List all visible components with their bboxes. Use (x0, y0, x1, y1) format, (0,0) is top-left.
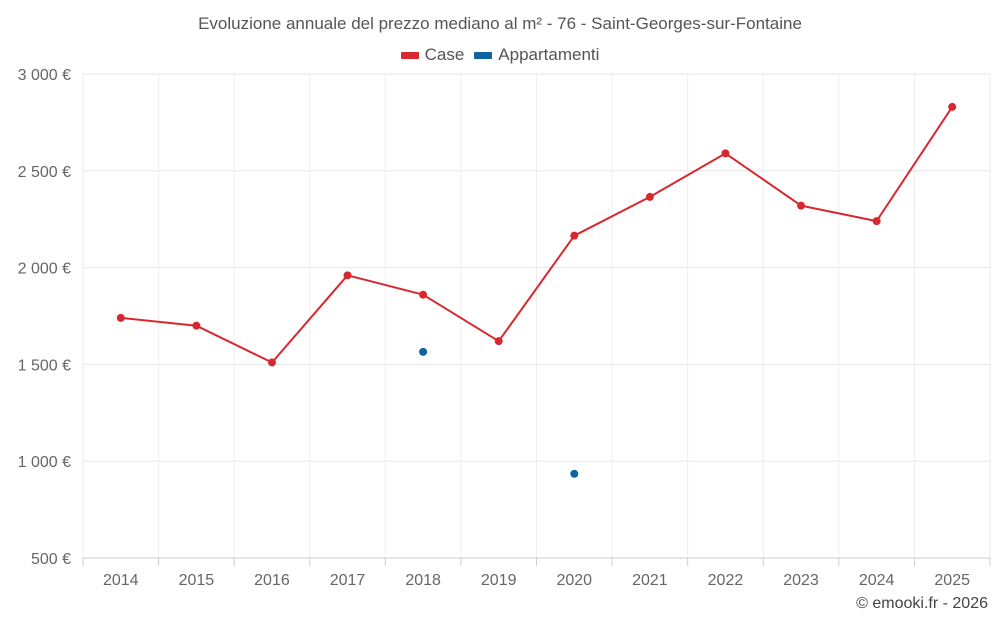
data-point-case (116, 313, 125, 322)
x-tick-label: 2018 (405, 572, 441, 589)
legend-item-case[interactable]: Case (400, 45, 465, 65)
legend-swatch-case (400, 51, 419, 59)
legend-label-appartamenti: Appartamenti (498, 45, 600, 64)
x-tick-label: 2022 (708, 572, 744, 589)
data-point-case (419, 290, 428, 299)
data-point-case (192, 321, 201, 330)
y-tick-label: 500 € (31, 551, 71, 568)
y-tick-label: 2 000 € (18, 261, 71, 278)
data-point-case (343, 271, 352, 280)
legend: Case Appartamenti (0, 45, 1000, 65)
x-tick-label: 2015 (179, 572, 215, 589)
data-point-case (721, 149, 730, 158)
x-tick-label: 2025 (934, 572, 970, 589)
grid (82, 73, 991, 558)
x-tick-label: 2020 (556, 572, 592, 589)
y-tick-label: 1 000 € (18, 454, 71, 471)
data-point-appartamenti (419, 347, 428, 356)
x-tick-label: 2017 (330, 572, 366, 589)
x-tick-label: 2023 (783, 572, 819, 589)
data-point-case (494, 337, 503, 346)
data-point-case (267, 358, 276, 367)
legend-swatch-appartamenti (474, 51, 493, 59)
data-point-appartamenti (570, 469, 579, 478)
legend-item-appartamenti[interactable]: Appartamenti (474, 45, 599, 65)
series-line-case (120, 106, 954, 364)
credit: © emooki.fr - 2026 (856, 595, 988, 612)
y-tick-label: 1 500 € (18, 357, 71, 374)
data-point-case (797, 201, 806, 210)
y-tick-label: 2 500 € (18, 164, 71, 181)
data-point-case (570, 231, 579, 240)
y-tick-label: 3 000 € (18, 67, 71, 84)
axes: 500 € 1 000 € 1 500 € 2 000 € 2 500 € 3 000 €… (18, 67, 991, 589)
x-tick-label: 2014 (103, 572, 139, 589)
x-tick-label: 2021 (632, 572, 668, 589)
chart-title: Evoluzione annuale del prezzo mediano al… (198, 14, 802, 33)
data-point-case (645, 192, 654, 201)
data-point-case (948, 102, 957, 111)
x-tick-label: 2016 (254, 572, 290, 589)
x-tick-label: 2019 (481, 572, 517, 589)
x-tick-label: 2024 (859, 572, 895, 589)
legend-label-case: Case (424, 45, 465, 64)
data-point-case (872, 217, 881, 226)
series (116, 102, 957, 478)
